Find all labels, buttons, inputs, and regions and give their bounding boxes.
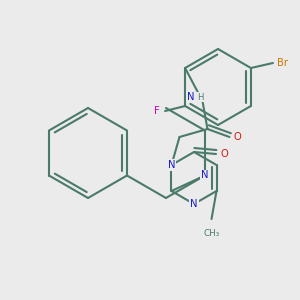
Text: CH₃: CH₃ (203, 229, 220, 238)
Text: Br: Br (278, 58, 288, 68)
Text: H: H (197, 92, 204, 101)
Text: N: N (190, 199, 198, 209)
Text: N: N (201, 170, 209, 181)
Text: O: O (234, 132, 242, 142)
Text: N: N (168, 160, 175, 170)
Text: N: N (187, 92, 194, 102)
Text: O: O (220, 149, 228, 159)
Text: F: F (154, 106, 160, 116)
